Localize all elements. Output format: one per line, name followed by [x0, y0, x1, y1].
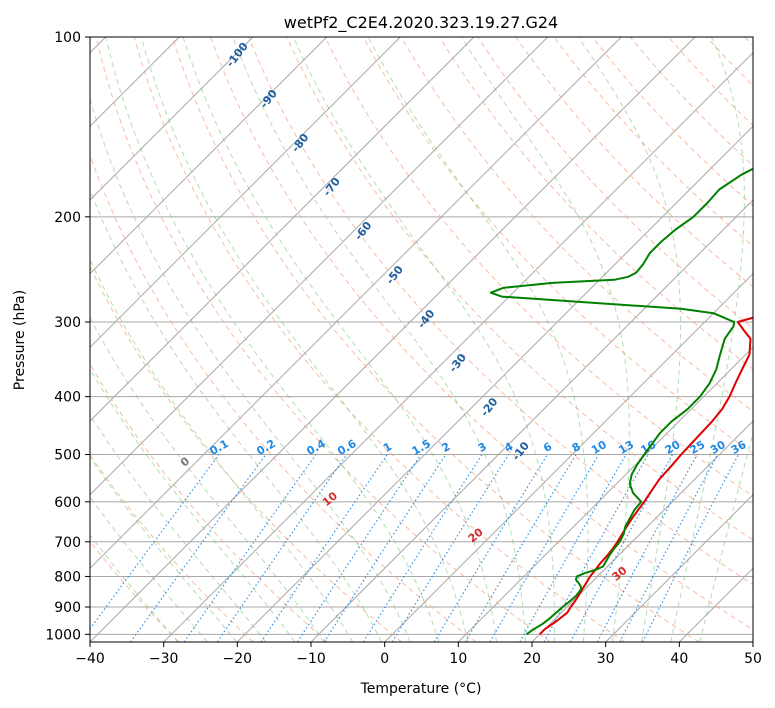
y-tick-label: 700 — [54, 535, 81, 551]
x-tick-label: 20 — [523, 651, 541, 667]
moist-adiabat-line — [90, 188, 382, 642]
dry-adiabat-line — [90, 453, 254, 642]
x-axis: −40 −30 −20 −10 0 10 20 30 40 50 — [75, 642, 762, 667]
mixing-ratio-line — [464, 454, 577, 642]
x-tick-label: −30 — [149, 651, 179, 667]
dry-adiabat-line — [133, 37, 625, 642]
mixing-ratio-line — [260, 454, 388, 642]
moist-adiabat-line — [578, 37, 681, 642]
isotherm-line — [90, 37, 475, 422]
mixing-ratio-line — [323, 454, 447, 642]
moist-adiabat-line — [670, 37, 745, 642]
x-tick-label: 30 — [597, 651, 615, 667]
isotherm-line — [457, 346, 753, 642]
moist-adiabat-line — [90, 534, 179, 642]
dry-adiabat-line — [515, 37, 753, 288]
chart-title: wetPf2_C2E4.2020.323.19.27.G24 — [284, 13, 558, 33]
dry-adiabat-line — [90, 363, 328, 642]
mixing-ratio-line — [569, 454, 673, 642]
isotherm-line — [310, 199, 753, 642]
moist-adiabat-line — [90, 258, 354, 642]
isotherm-line — [236, 125, 753, 642]
y-tick-label: 900 — [54, 600, 81, 616]
mixing-ratio-line — [489, 454, 600, 642]
background-lines — [90, 37, 753, 642]
y-tick-label: 100 — [54, 30, 81, 46]
plot-frame — [89, 36, 754, 643]
temperature-profile — [538, 316, 753, 636]
isotherm-line — [90, 37, 254, 201]
dry-adiabat-line — [90, 265, 403, 642]
moist-adiabat-line — [90, 456, 237, 642]
y-tick-label: 200 — [54, 210, 81, 226]
mixing-ratio-line — [296, 454, 422, 642]
x-tick-label: 50 — [744, 651, 762, 667]
dry-adiabat-line — [248, 37, 753, 586]
y-tick-label: 500 — [54, 448, 81, 464]
y-tick-label: 1000 — [45, 627, 81, 643]
x-tick-label: −40 — [75, 651, 105, 667]
dry-adiabat-line — [324, 37, 753, 498]
dry-adiabat-line — [362, 37, 753, 455]
moist-adiabat-line — [105, 37, 440, 642]
profile-lines — [489, 167, 753, 636]
isotherm-line — [90, 37, 622, 570]
x-tick-label: −20 — [223, 651, 253, 667]
mixing-ratio-line — [433, 454, 549, 642]
dry-adiabat-line — [90, 540, 180, 642]
y-axis: 100 200 300 400 500 600 700 800 900 1000 — [45, 30, 90, 643]
moist-adiabat-line — [293, 37, 555, 642]
dry-adiabat-line — [286, 37, 753, 541]
moist-adiabat-line — [90, 97, 411, 642]
mixing-ratio-line — [216, 454, 348, 642]
mixing-ratio-line — [183, 454, 317, 642]
moist-adiabat-line — [461, 37, 630, 642]
dry-adiabat-line — [210, 37, 753, 631]
dry-adiabat-line — [95, 37, 551, 642]
isotherm-line — [163, 51, 753, 642]
x-tick-label: 0 — [380, 651, 389, 667]
x-tick-label: 10 — [449, 651, 467, 667]
y-tick-label: 300 — [54, 315, 81, 331]
isotherm-line — [605, 493, 753, 642]
isotherm-line — [531, 420, 753, 642]
dry-adiabat-line — [90, 153, 477, 642]
dry-adiabat-line — [171, 37, 700, 642]
mixing-ratio-line — [90, 454, 220, 630]
isotherm-line — [90, 37, 401, 349]
moist-adiabat-line — [90, 413, 267, 642]
x-tick-label: −10 — [296, 651, 326, 667]
moist-adiabat-line — [367, 37, 589, 642]
mixing-ratio-line — [130, 454, 267, 642]
y-tick-label: 600 — [54, 495, 81, 511]
y-axis-label: Pressure (hPa) — [12, 290, 28, 390]
isotherm-line — [90, 37, 328, 275]
x-axis-label: Temperature (°C) — [360, 681, 482, 697]
mixing-ratio-line — [596, 454, 698, 642]
x-tick-label: 40 — [670, 651, 688, 667]
isotherm-line — [90, 37, 549, 496]
isotherm-line — [384, 272, 753, 642]
isotherm-line — [90, 37, 696, 642]
y-tick-label: 800 — [54, 569, 81, 585]
y-tick-label: 400 — [54, 390, 81, 406]
dewpoint-profile — [489, 167, 753, 636]
moist-adiabat-line — [232, 37, 526, 642]
moist-adiabat-line — [90, 367, 296, 642]
mixing-ratio-line — [519, 454, 627, 642]
